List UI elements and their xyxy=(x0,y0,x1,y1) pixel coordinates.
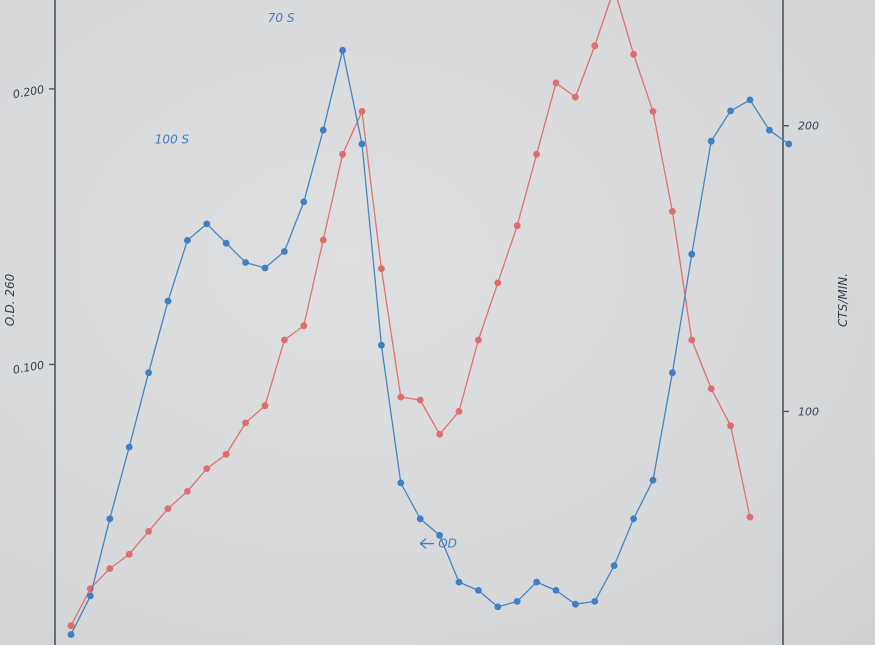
series-cts-point xyxy=(281,336,288,344)
series-cts-point xyxy=(746,513,754,521)
annotation-arrow xyxy=(419,538,435,550)
series-cts-point xyxy=(222,450,230,458)
series-od-point xyxy=(242,259,250,266)
annotation-label: 100 S xyxy=(155,133,190,147)
y-right-axis-label: CTS/MIN. xyxy=(836,273,850,327)
series-od-point xyxy=(106,515,114,523)
series-cts-point xyxy=(300,322,308,330)
series-od-point xyxy=(145,369,153,377)
series-cts-point xyxy=(494,279,502,287)
series-od-point xyxy=(727,107,734,115)
series-od-point xyxy=(397,479,405,487)
series-cts-point xyxy=(727,422,734,430)
series-od-point xyxy=(319,126,327,134)
series-od-line xyxy=(70,49,790,635)
series-cts-point xyxy=(707,385,715,392)
series-cts-point xyxy=(261,402,269,410)
series-cts-point xyxy=(591,42,599,50)
series-od-point xyxy=(222,239,230,247)
series-od-point xyxy=(125,443,133,451)
series-od-point xyxy=(610,562,618,569)
series-od-point xyxy=(669,369,676,377)
series-od-point xyxy=(533,578,540,586)
series-od-point xyxy=(281,248,288,255)
series-od-point xyxy=(339,46,346,54)
annotation-label: OD xyxy=(438,537,457,551)
series-od-point xyxy=(475,587,482,594)
series-cts-point xyxy=(184,488,191,495)
annotation-label: 70 S xyxy=(268,11,295,25)
series-od-point xyxy=(513,598,521,605)
series-cts-point xyxy=(164,505,172,512)
series-od-point xyxy=(300,198,308,206)
series-cts-point xyxy=(339,150,346,158)
series-cts-point xyxy=(242,419,250,427)
series-od-point xyxy=(436,531,443,539)
series-cts-point xyxy=(397,393,405,401)
series-cts-point xyxy=(533,150,540,158)
series-od-point xyxy=(184,237,191,244)
series-od-point xyxy=(164,297,172,305)
series-od-point xyxy=(455,578,463,586)
series-cts-point xyxy=(125,550,133,558)
annotation-layer: 100 S 70 S OD xyxy=(155,11,457,551)
y-left-tick-label: 0.100 xyxy=(12,359,45,377)
series-layer xyxy=(67,0,793,638)
series-cts-point xyxy=(649,108,657,115)
y-left-axis-label: O.D. 260 xyxy=(3,273,17,326)
series-cts-point xyxy=(145,528,153,535)
series-od-point xyxy=(785,140,793,148)
left-ticks: 0.100 0.200 xyxy=(12,83,55,377)
series-od-point xyxy=(630,515,637,523)
series-cts-point xyxy=(319,236,327,244)
series-od-point xyxy=(649,476,657,484)
series-od-point xyxy=(766,126,773,134)
axes-layer: 0.100 0.200 100 200 O.D. 260 CTS/MIN. xyxy=(3,0,850,645)
series-od-point xyxy=(688,250,696,258)
series-od-point xyxy=(707,137,715,145)
series-cts-point xyxy=(630,50,637,58)
series-cts-point xyxy=(572,93,579,101)
series-cts-point xyxy=(669,208,676,215)
series-cts-point xyxy=(455,408,463,415)
series-od xyxy=(67,46,793,638)
y-right-tick-label: 100 xyxy=(798,405,819,418)
series-cts xyxy=(67,0,754,630)
series-od-point xyxy=(494,603,502,611)
series-cts-point xyxy=(552,79,560,87)
series-od-point xyxy=(261,264,269,272)
series-od-point xyxy=(572,600,579,608)
series-cts-point xyxy=(203,465,211,472)
series-od-point xyxy=(67,631,75,638)
series-cts-line xyxy=(70,0,751,627)
series-cts-point xyxy=(378,265,385,272)
series-cts-point xyxy=(106,565,114,572)
series-cts-point xyxy=(436,430,443,438)
series-cts-point xyxy=(416,396,424,404)
series-cts-point xyxy=(513,222,521,230)
series-cts-point xyxy=(67,622,75,630)
series-cts-point xyxy=(688,336,696,344)
series-od-point xyxy=(378,341,385,349)
series-od-point xyxy=(87,592,94,600)
series-od-point xyxy=(203,220,211,228)
series-cts-point xyxy=(358,108,366,115)
series-od-point xyxy=(746,96,754,104)
series-od-point xyxy=(591,598,599,605)
series-cts-point xyxy=(475,336,482,344)
series-od-point xyxy=(552,587,560,594)
series-od-point xyxy=(416,515,424,523)
series-od-point xyxy=(358,140,366,148)
right-ticks: 100 200 xyxy=(783,120,819,418)
y-right-tick-label: 200 xyxy=(798,120,819,133)
y-left-tick-label: 0.200 xyxy=(12,83,45,101)
